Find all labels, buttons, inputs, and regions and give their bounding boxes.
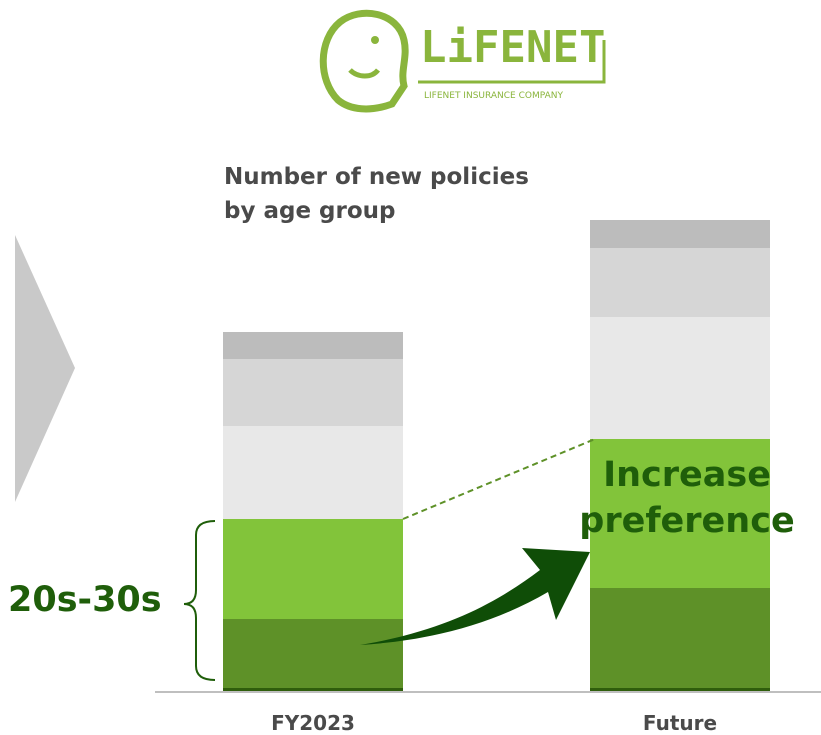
bar-segment	[590, 248, 770, 317]
bar-segment	[223, 519, 403, 619]
bar-segment	[223, 619, 403, 688]
annotation: 20s-30s	[8, 580, 162, 620]
x-tick-label: Future	[643, 711, 717, 735]
connector	[402, 438, 596, 520]
logo: LiFENET LIFENET INSURANCE COMPANY	[319, 9, 606, 113]
bar-segment	[223, 426, 403, 519]
chevron	[15, 235, 75, 502]
bar-segment	[590, 688, 770, 691]
logo-frame	[418, 40, 606, 84]
bar-segment	[223, 688, 403, 691]
bar-segment	[223, 332, 403, 359]
chart-title: Number of new policies by age group	[224, 164, 529, 224]
logo-eye	[371, 36, 379, 44]
bars	[223, 220, 770, 691]
logo-smile	[348, 68, 380, 79]
logo-name: LiFENET	[420, 22, 605, 73]
logo-head	[319, 9, 409, 113]
x-tick-label: FY2023	[271, 711, 355, 735]
arrow	[360, 548, 590, 645]
bar-segment	[223, 359, 403, 426]
bar-segment	[590, 439, 770, 588]
bar-segment	[590, 588, 770, 688]
logo-tagline: LIFENET INSURANCE COMPANY	[424, 91, 563, 101]
bar-segment	[590, 220, 770, 248]
annotation: Increase preference	[579, 455, 795, 541]
bracket	[183, 520, 216, 681]
bar-segment	[590, 317, 770, 439]
